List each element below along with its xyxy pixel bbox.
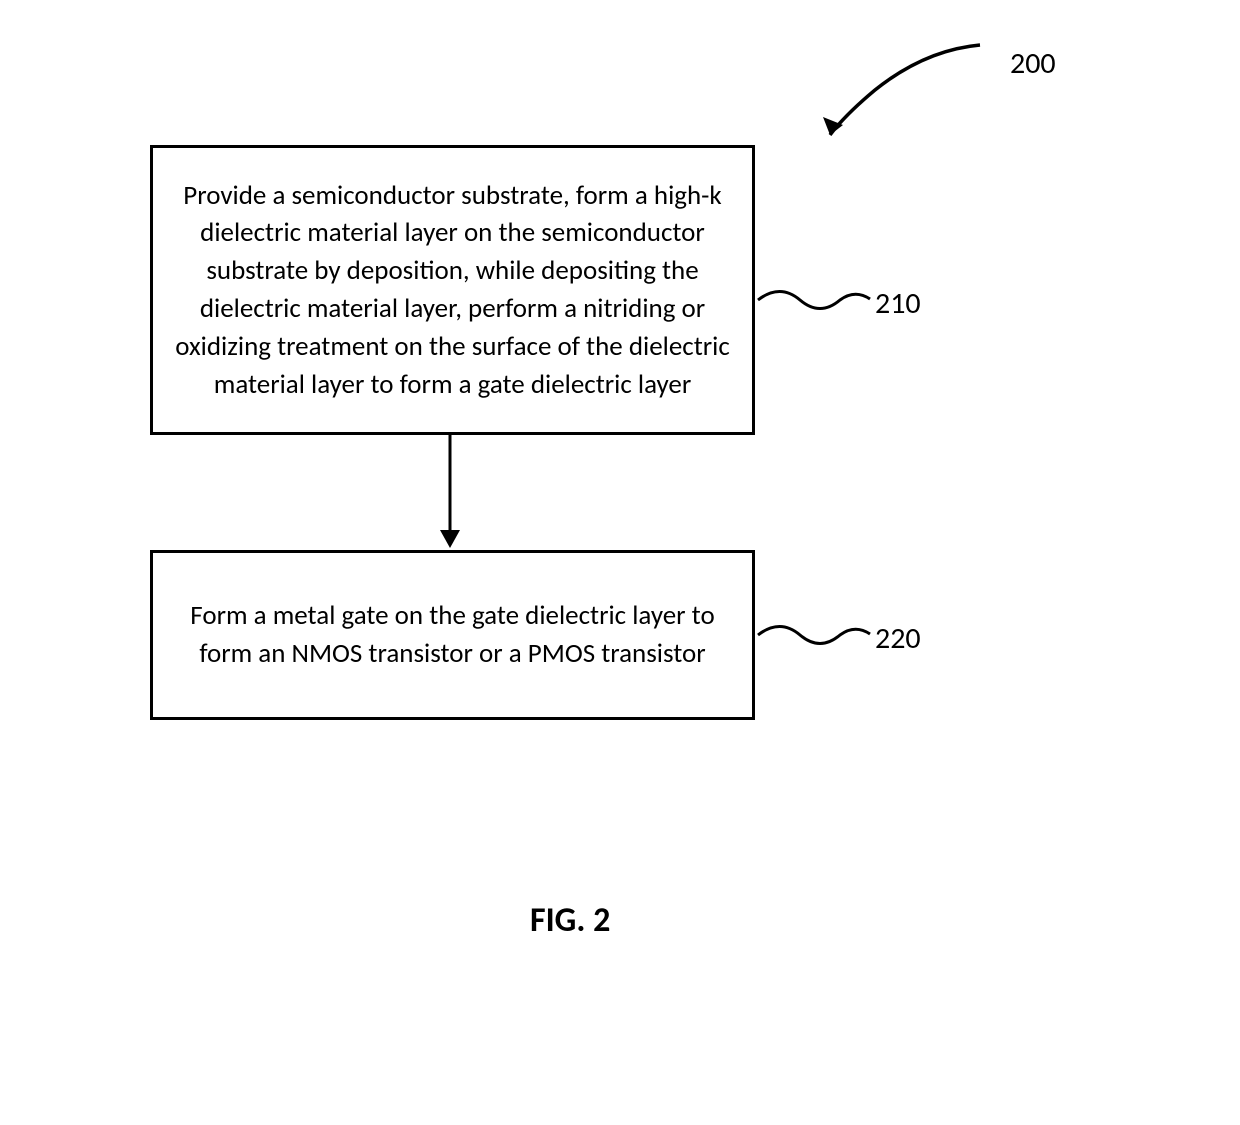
main-reference-arrow xyxy=(815,35,995,150)
flowchart-diagram: 200 Provide a semiconductor substrate, f… xyxy=(0,0,1240,1125)
connector-1 xyxy=(755,275,875,325)
box-1-label: 210 xyxy=(875,285,921,322)
connector-2 xyxy=(755,610,875,660)
box-2-text: Form a metal gate on the gate dielectric… xyxy=(173,597,732,673)
box-2-label: 220 xyxy=(875,620,921,657)
flowchart-box-1: Provide a semiconductor substrate, form … xyxy=(150,145,755,435)
main-label: 200 xyxy=(1010,45,1056,82)
flowchart-box-2: Form a metal gate on the gate dielectric… xyxy=(150,550,755,720)
box-1-text: Provide a semiconductor substrate, form … xyxy=(173,177,732,404)
flow-arrow xyxy=(435,435,465,553)
figure-title: FIG. 2 xyxy=(530,900,610,941)
